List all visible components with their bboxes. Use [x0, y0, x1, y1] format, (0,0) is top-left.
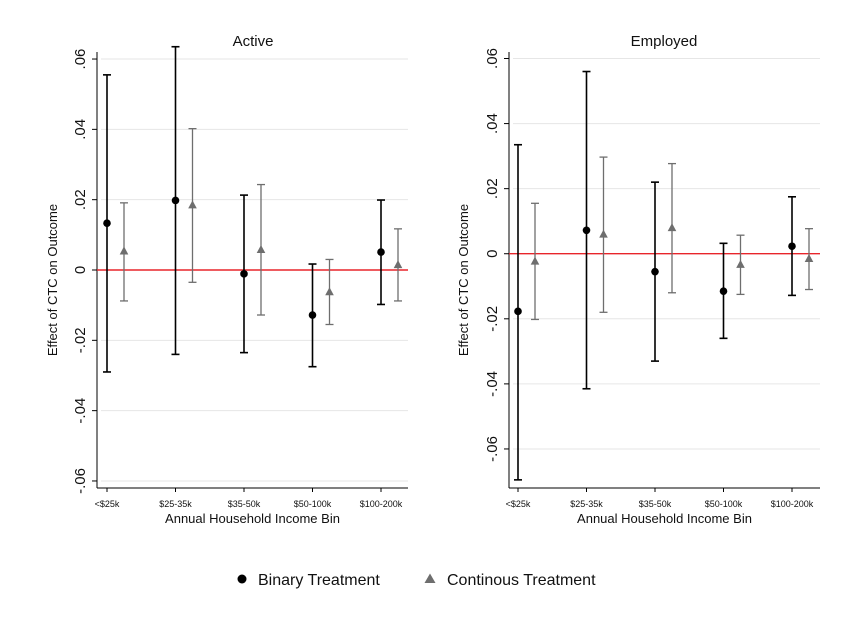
- point-continuous: [736, 259, 745, 268]
- y-tick-label: 0: [484, 250, 501, 258]
- point-binary: [377, 248, 385, 256]
- x-tick-label: $25-35k: [570, 499, 603, 509]
- x-tick-label: $100-200k: [360, 499, 403, 509]
- x-tick-label: <$25k: [506, 499, 531, 509]
- point-binary: [308, 311, 317, 319]
- point-continuous: [325, 287, 334, 296]
- panel-employed: -.06 -.04 -.02 0 .02 .04 .06 <$25k $25-35k $35-50…: [456, 33, 820, 526]
- y-tick-label: .06: [484, 48, 501, 69]
- point-continuous: [530, 256, 540, 265]
- y-tick-label: -.06: [72, 468, 89, 494]
- point-binary: [514, 307, 522, 316]
- legend-continuous-label: Continous Treatment: [447, 572, 596, 589]
- point-continuous: [393, 260, 403, 269]
- x-tick-label: $35-50k: [639, 499, 672, 509]
- point-binary: [240, 270, 248, 278]
- x-tick-label: <$25k: [95, 499, 120, 509]
- x-tick-label: $100-200k: [771, 499, 814, 509]
- y-axis-label: Effect of CTC on Outcome: [456, 204, 471, 356]
- legend-binary-marker: [237, 574, 247, 584]
- y-tick-label: -.04: [484, 371, 501, 397]
- legend-continuous-marker: [424, 573, 436, 583]
- y-tick-label: .04: [72, 119, 89, 140]
- legend: Binary Treatment Continous Treatment: [237, 572, 596, 589]
- x-axis-label: Annual Household Income Bin: [165, 511, 340, 526]
- panel-title: Active: [233, 33, 274, 50]
- y-axis-label: Effect of CTC on Outcome: [45, 204, 60, 356]
- point-binary: [651, 267, 659, 276]
- x-tick-label: $35-50k: [228, 499, 261, 509]
- point-binary: [582, 226, 591, 235]
- y-tick-label: -.04: [72, 398, 89, 424]
- y-tick-label: 0: [72, 266, 89, 274]
- x-tick-label: $50-100k: [294, 499, 332, 509]
- point-binary: [171, 196, 180, 205]
- x-axis-label: Annual Household Income Bin: [577, 511, 752, 526]
- x-tick-label: $25-35k: [159, 499, 192, 509]
- y-tick-label: .06: [72, 49, 89, 70]
- y-tick-label: .02: [484, 178, 501, 199]
- point-binary: [788, 242, 796, 251]
- point-binary: [103, 219, 111, 228]
- y-tick-label: -.02: [72, 327, 89, 353]
- x-tick-label: $50-100k: [705, 499, 743, 509]
- point-continuous: [667, 223, 677, 232]
- y-tick-label: .04: [484, 113, 501, 134]
- panel-title: Employed: [631, 33, 698, 50]
- point-continuous: [256, 245, 266, 254]
- point-continuous: [119, 246, 129, 255]
- y-tick-label: -.02: [484, 306, 501, 332]
- y-tick-label: -.06: [484, 436, 501, 462]
- point-continuous: [188, 200, 197, 209]
- point-continuous: [804, 254, 814, 263]
- point-continuous: [599, 229, 608, 238]
- point-binary: [719, 287, 728, 295]
- y-tick-label: .02: [72, 189, 89, 210]
- legend-binary-label: Binary Treatment: [258, 572, 380, 589]
- panel-active: -.06 -.04 -.02 0 .02 .04 .06 <$25k $25-35k $35-50…: [45, 33, 408, 526]
